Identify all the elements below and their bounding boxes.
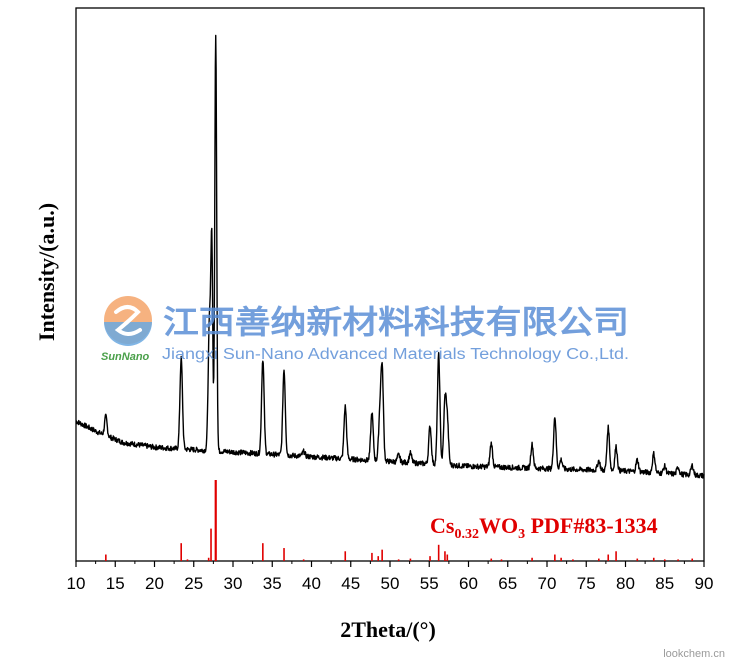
x-tick-label: 40 [302,574,321,593]
x-tick-label: 55 [420,574,439,593]
reference-label: Cs0.32WO3 PDF#83-1334 [430,513,658,542]
x-tick-label: 80 [616,574,635,593]
x-tick-label: 70 [538,574,557,593]
x-tick-label: 25 [184,574,203,593]
x-tick-label: 50 [381,574,400,593]
ref-label-sub1: 0.32 [454,527,479,542]
reference-sticks [105,480,694,561]
logo-text: SunNano [101,351,150,363]
footer-site-label: lookchem.cn [663,648,725,660]
y-axis-title: Intensity/(a.u.) [34,203,59,341]
x-axis-ticks: 10 15 20 25 30 35 40 45 50 55 60 65 70 75 80 85 90 [67,561,714,593]
sunnano-logo: SunNano [101,296,152,363]
watermark-company-en: Jiangxi Sun-Nano Advanced Materials Tech… [162,346,629,363]
x-tick-label: 85 [655,574,674,593]
x-tick-label: 60 [459,574,478,593]
x-tick-label: 35 [263,574,282,593]
ref-label-sub2: 3 [518,527,525,542]
x-tick-label: 30 [224,574,243,593]
ref-label-wo: WO [479,513,518,538]
x-axis-title: 2Theta/(°) [340,617,436,642]
plot-frame [75,7,705,562]
x-tick-label: 45 [341,574,360,593]
x-tick-label: 75 [577,574,596,593]
xrd-pattern-line [75,34,705,479]
watermark: SunNano 江西善纳新材料科技有限公司 Jiangxi Sun-Nano A… [101,296,629,363]
x-tick-label: 90 [695,574,714,593]
x-tick-label: 10 [67,574,86,593]
ref-label-cs: Cs [430,513,455,538]
watermark-company-cn: 江西善纳新材料科技有限公司 [163,303,629,341]
x-tick-label: 15 [106,574,125,593]
x-tick-label: 20 [145,574,164,593]
x-tick-label: 65 [498,574,517,593]
ref-label-pdf: PDF#83-1334 [525,513,658,538]
